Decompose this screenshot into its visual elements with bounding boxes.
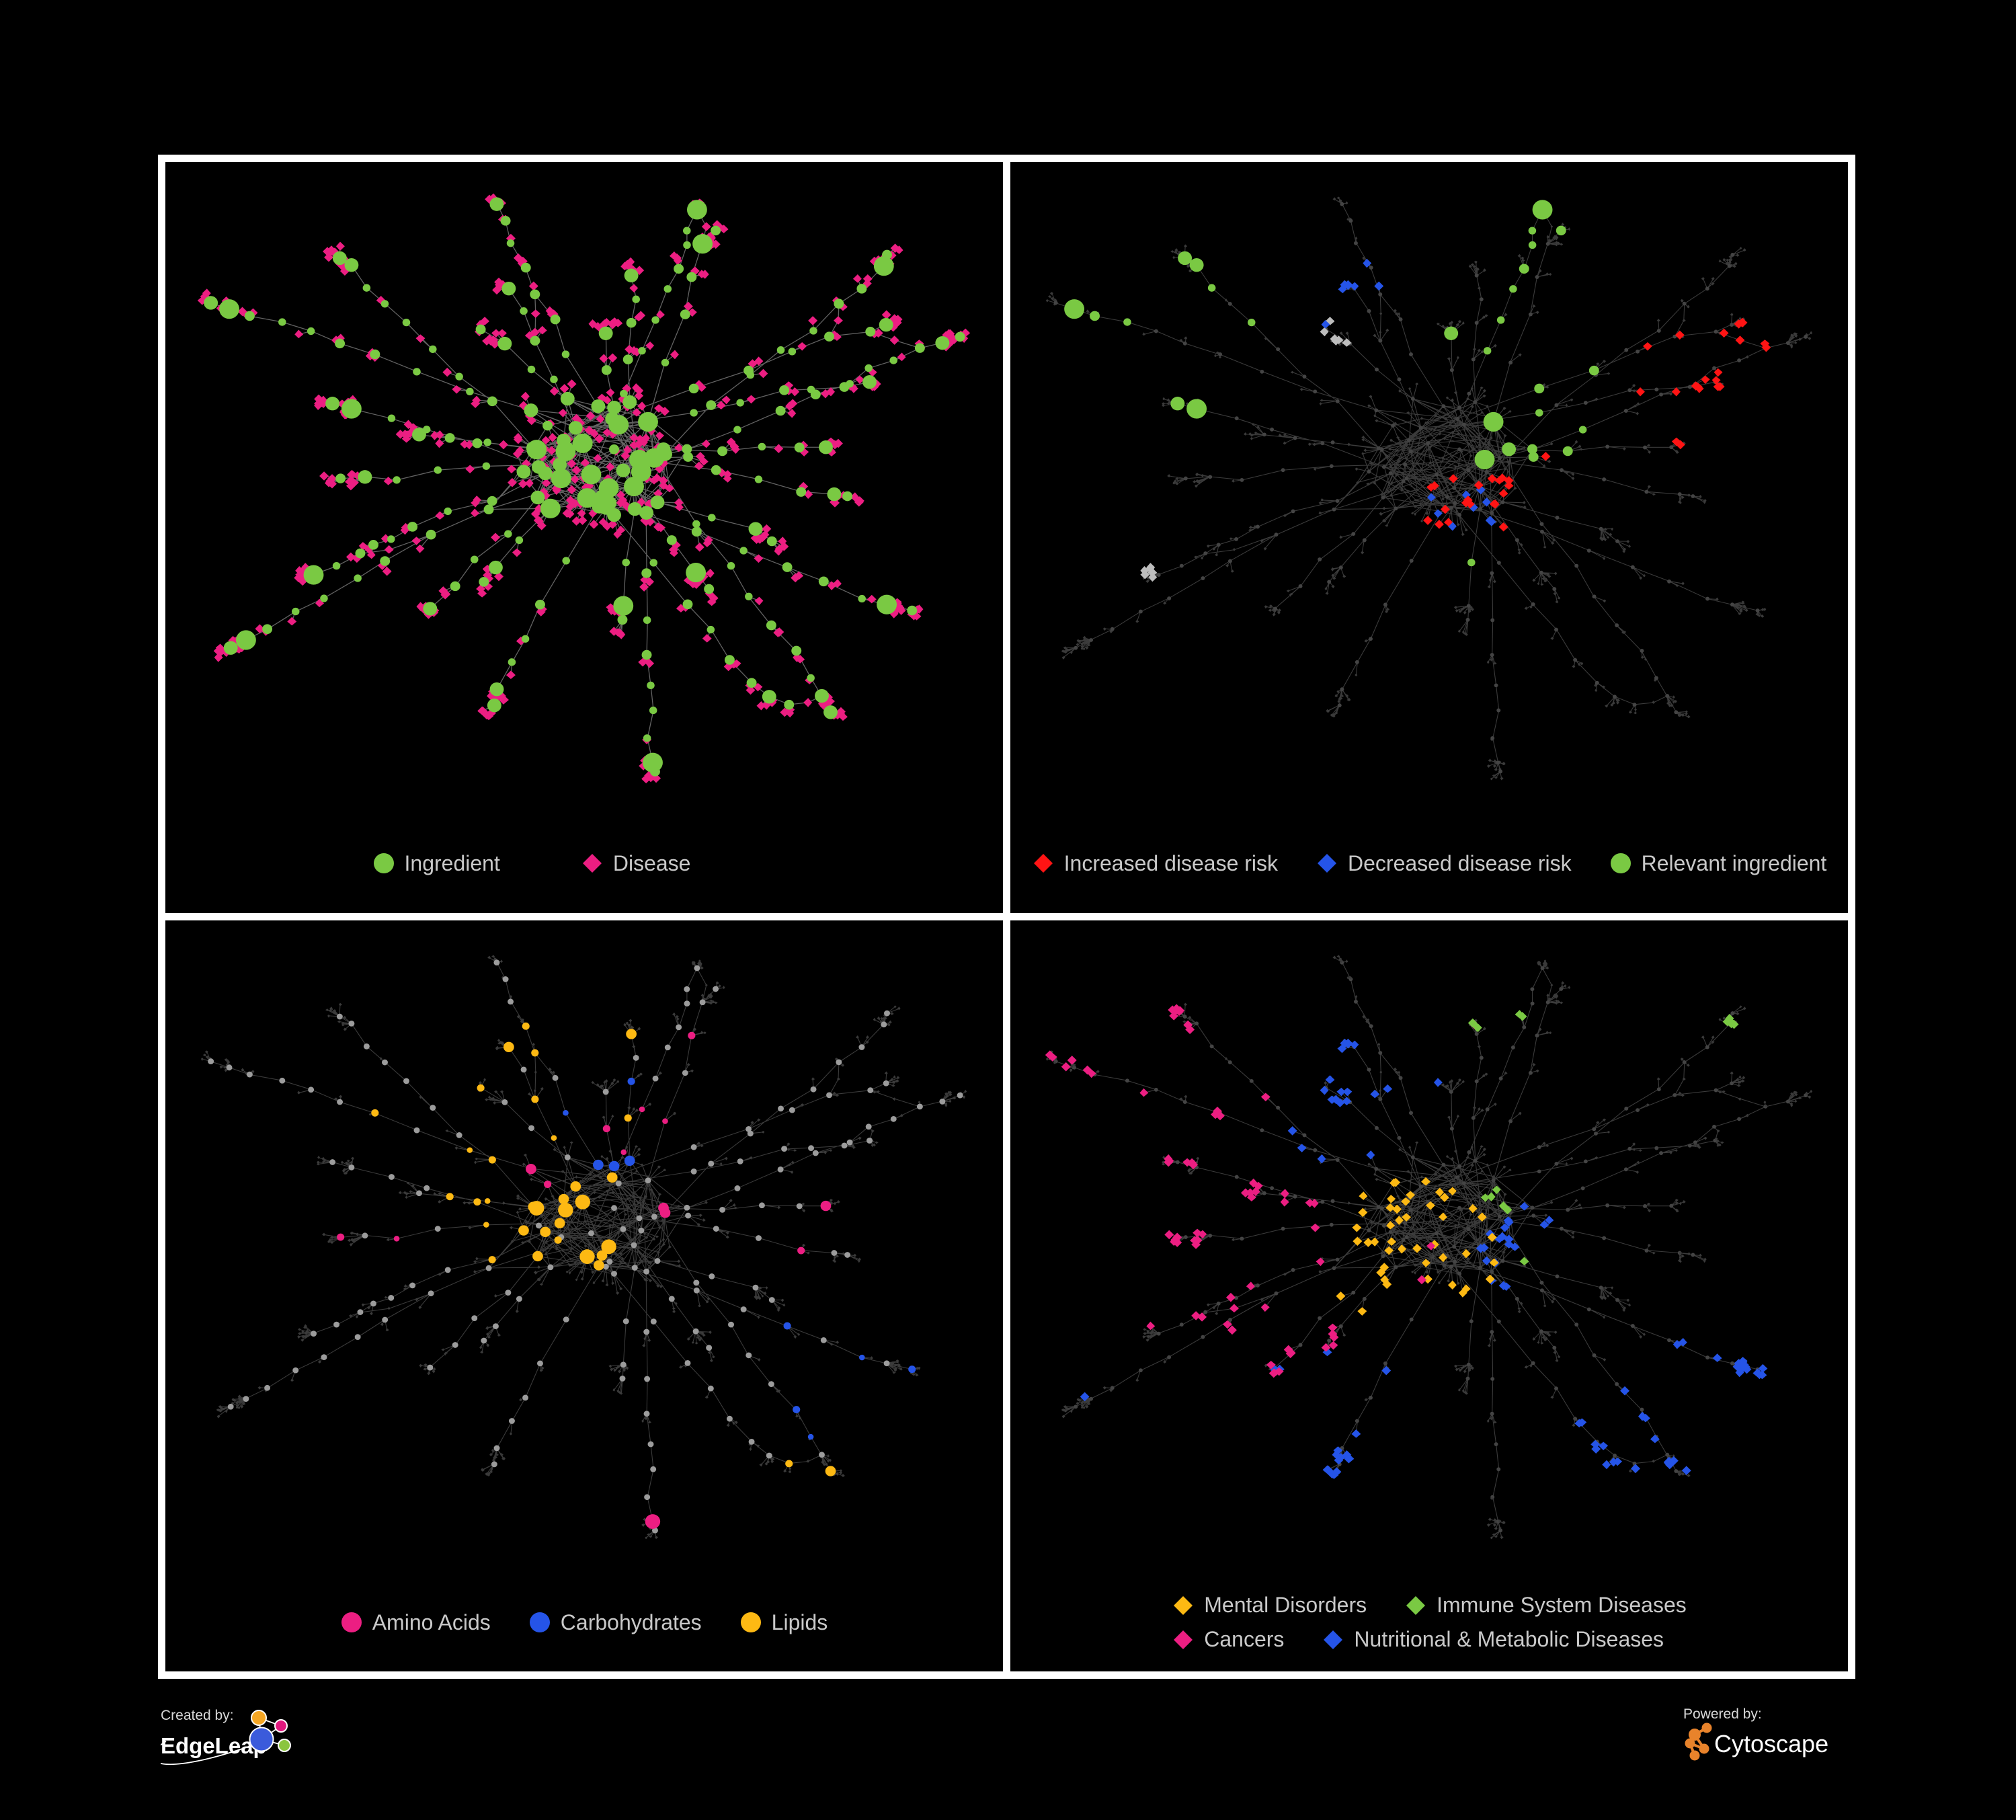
svg-text:Cytoscape: Cytoscape xyxy=(1714,1730,1828,1757)
svg-text:Powered by:: Powered by: xyxy=(1683,1708,1762,1722)
svg-text:Created by:: Created by: xyxy=(161,1708,234,1723)
